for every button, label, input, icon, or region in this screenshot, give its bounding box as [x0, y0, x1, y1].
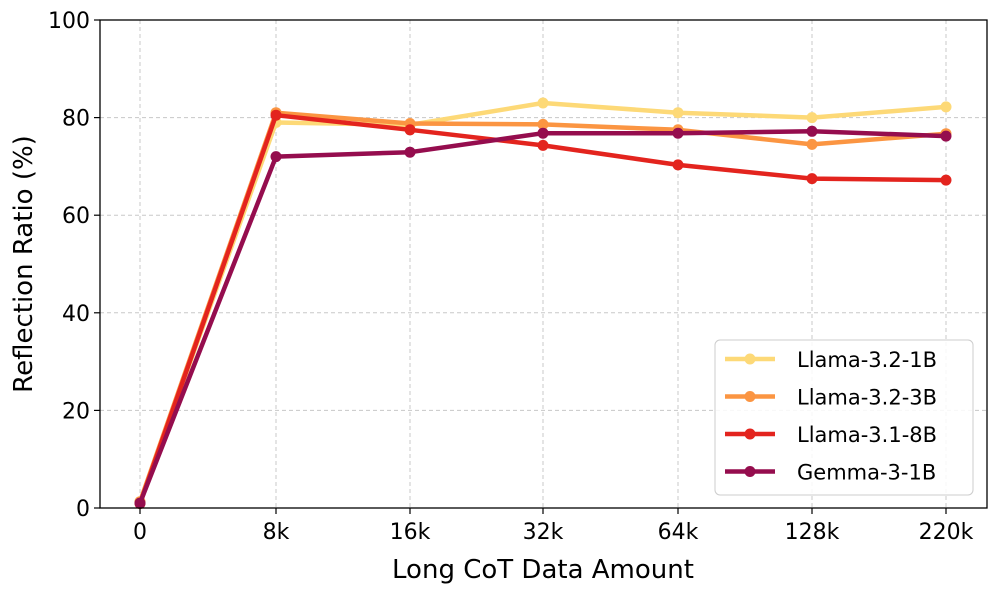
- data-point-llama-3-2-1b-220k: [940, 101, 952, 113]
- legend-box: [714, 339, 974, 496]
- data-point-llama-3-1-8b-32k: [537, 139, 549, 151]
- legend-label: Llama-3.2-3B: [797, 386, 937, 410]
- legend-swatch-marker: [744, 353, 756, 365]
- legend-label: Gemma-3-1B: [797, 461, 936, 485]
- data-point-llama-3-1-8b-128k: [806, 173, 818, 185]
- legend-swatch-marker: [744, 428, 756, 440]
- x-axis-title: Long CoT Data Amount: [392, 555, 694, 585]
- x-tick-label: 8k: [263, 520, 290, 545]
- data-point-gemma-3-1b-32k: [537, 127, 549, 139]
- legend-swatch-marker: [744, 466, 756, 477]
- y-tick-label: 100: [48, 9, 90, 34]
- data-point-llama-3-2-1b-128k: [806, 112, 818, 124]
- x-tick-label: 0: [133, 520, 147, 545]
- data-point-llama-3-1-8b-220k: [940, 174, 952, 186]
- data-point-llama-3-1-8b-8k: [270, 109, 282, 121]
- data-point-llama-3-2-3b-32k: [537, 118, 549, 130]
- data-point-llama-3-2-1b-64k: [672, 107, 684, 119]
- data-point-llama-3-1-8b-64k: [672, 159, 684, 171]
- legend-item-gemma-3-1b[interactable]: Gemma-3-1B: [725, 461, 936, 485]
- y-axis-title: Reflection Ratio (%): [9, 135, 39, 393]
- x-tick-label: 128k: [785, 520, 840, 545]
- data-point-gemma-3-1b-16k: [404, 146, 416, 158]
- y-tick-label: 80: [62, 107, 90, 132]
- legend-swatch-marker: [744, 391, 756, 402]
- data-point-llama-3-2-3b-128k: [806, 138, 818, 150]
- legend-label: Llama-3.1-8B: [797, 423, 937, 447]
- legend-item-llama-3-1-8b[interactable]: Llama-3.1-8B: [725, 423, 937, 447]
- y-tick-label: 60: [62, 204, 90, 229]
- data-point-gemma-3-1b-8k: [270, 151, 282, 163]
- x-tick-label: 16k: [390, 520, 431, 545]
- legend-item-llama-3-2-1b[interactable]: Llama-3.2-1B: [725, 348, 937, 372]
- data-point-llama-3-2-1b-32k: [537, 97, 549, 109]
- legend-label: Llama-3.2-1B: [797, 348, 937, 372]
- data-point-gemma-3-1b-220k: [940, 130, 952, 142]
- data-point-gemma-3-1b-64k: [672, 127, 684, 139]
- y-tick-label: 40: [62, 302, 90, 327]
- data-point-gemma-3-1b-0: [134, 497, 146, 509]
- y-axis: 0 20 40 60 80 100: [48, 9, 100, 522]
- y-tick-label: 0: [76, 497, 90, 522]
- series-gemma-3-1b: [134, 125, 952, 509]
- x-tick-label: 32k: [523, 520, 564, 545]
- legend-item-llama-3-2-3b[interactable]: Llama-3.2-3B: [725, 386, 937, 410]
- x-tick-label: 64k: [658, 520, 699, 545]
- data-point-llama-3-1-8b-16k: [404, 124, 416, 136]
- series-layer: [134, 97, 952, 510]
- legend[interactable]: Llama-3.2-1B Llama-3.2-3B Llama-3.1-8B Gemm…: [714, 339, 974, 496]
- x-tick-label: 220k: [919, 520, 974, 545]
- data-point-gemma-3-1b-128k: [806, 125, 818, 137]
- x-axis: 0 8k 16k 32k 64k 128k 220k: [133, 508, 974, 545]
- y-tick-label: 20: [62, 399, 90, 424]
